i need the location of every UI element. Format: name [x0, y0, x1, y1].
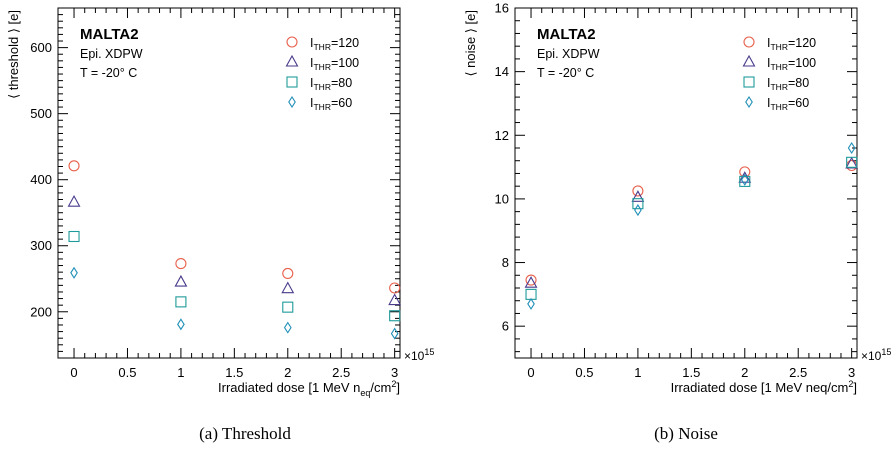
- data-point: [524, 276, 538, 288]
- data-point: [739, 175, 751, 187]
- x-exponent-label: ×1015: [861, 347, 891, 363]
- plot-title: MALTA2: [80, 26, 139, 43]
- data-point: [283, 321, 292, 334]
- y-tick-label: 600: [30, 40, 52, 55]
- x-axis-title: Irradiated dose [1 MeV neq/cm2]: [671, 379, 857, 395]
- y-axis-title: ⟨ noise ⟩ [e]: [463, 10, 478, 77]
- data-point: [175, 258, 187, 270]
- data-point: [846, 156, 858, 168]
- x-tick-label: 0: [70, 365, 77, 380]
- plot-annotation: Epi. XDPW: [80, 47, 143, 61]
- x-tick-label: 2: [284, 365, 291, 380]
- data-point: [632, 198, 644, 210]
- data-point: [282, 267, 294, 280]
- x-tick-label: 2: [741, 365, 748, 380]
- y-tick-label: 8: [502, 255, 509, 270]
- y-tick-label: 10: [495, 191, 509, 206]
- data-point: [527, 297, 535, 310]
- data-point: [847, 141, 856, 155]
- legend-marker: [745, 95, 753, 109]
- legend-marker: [743, 36, 755, 48]
- caption-threshold: (a) Threshold: [199, 424, 291, 443]
- data-point: [282, 301, 294, 313]
- legend-label: ITHR=60: [310, 96, 352, 112]
- data-point: [70, 266, 78, 279]
- data-point: [740, 173, 749, 186]
- data-point: [525, 274, 537, 286]
- data-point: [632, 185, 644, 197]
- data-point: [845, 156, 859, 169]
- plot-annotation: T = -20° C: [80, 66, 137, 80]
- legend-marker: [286, 36, 298, 48]
- x-tick-label: 1.5: [225, 365, 243, 380]
- data-point: [631, 190, 645, 202]
- caption-noise: (b) Noise: [654, 424, 718, 443]
- plot-frame: [514, 7, 858, 359]
- x-tick-label: 1.5: [682, 365, 700, 380]
- data-point: [67, 195, 81, 207]
- data-point: [846, 159, 858, 172]
- y-tick-label: 500: [30, 106, 52, 121]
- data-point: [389, 310, 401, 322]
- y-tick-label: 6: [502, 319, 509, 334]
- y-tick-label: 200: [30, 304, 52, 319]
- data-point: [175, 296, 187, 308]
- data-point: [525, 288, 537, 300]
- plot-annotation: T = -20° C: [537, 66, 594, 80]
- data-point: [390, 327, 399, 340]
- x-tick-label: 0.5: [118, 365, 136, 380]
- legend-label: ITHR=80: [767, 76, 809, 92]
- y-tick-label: 12: [495, 128, 509, 143]
- data-point: [177, 318, 185, 331]
- legend-label: ITHR=100: [767, 56, 816, 72]
- y-axis-title: ⟨ threshold ⟩ [e]: [6, 10, 21, 99]
- figure-canvas: 0 0.5 1 1.5 2 2.5 3200300400500600×1015Irradia…: [6, 1, 891, 399]
- x-tick-label: 2.5: [332, 365, 350, 380]
- data-point: [281, 281, 295, 294]
- x-tick-label: 2.5: [789, 365, 807, 380]
- data-point: [634, 204, 642, 217]
- legend-label: ITHR=60: [767, 96, 809, 112]
- plot-annotation: Epi. XDPW: [537, 47, 600, 61]
- y-tick-label: 300: [30, 238, 52, 253]
- data-point: [388, 293, 402, 306]
- threshold-plot: 0 0.5 1 1.5 2 2.5 3 200 300 400 500 600 ×1015Irradia…: [6, 7, 434, 398]
- x-tick-label: 1: [634, 365, 641, 380]
- legend-label: ITHR=120: [767, 36, 816, 52]
- legend-marker: [285, 54, 299, 67]
- data-point: [68, 160, 80, 172]
- data-point: [389, 282, 401, 294]
- y-tick-label: 400: [30, 172, 52, 187]
- legend-marker: [742, 54, 756, 67]
- x-tick-label: 1: [177, 365, 184, 380]
- x-exponent-label: ×1015: [404, 347, 434, 363]
- data-point: [68, 230, 80, 243]
- legend-marker: [286, 76, 298, 88]
- plot-title: MALTA2: [537, 26, 596, 43]
- legend-marker: [288, 95, 296, 109]
- data-point: [174, 274, 188, 287]
- y-tick-label: 16: [495, 1, 509, 16]
- plot-frame: [57, 7, 401, 359]
- legend-label: ITHR=80: [310, 76, 352, 92]
- y-tick-label: 14: [495, 64, 509, 79]
- legend-marker: [743, 76, 755, 88]
- x-tick-label: 0: [527, 365, 534, 380]
- legend-label: ITHR=100: [310, 56, 359, 72]
- x-tick-label: 3: [848, 365, 855, 380]
- data-point: [738, 171, 752, 183]
- x-axis-title: Irradiated dose [1 MeV neq/cm2]: [218, 379, 400, 398]
- x-tick-label: 3: [391, 365, 398, 380]
- x-tick-label: 0.5: [575, 365, 593, 380]
- legend-label: ITHR=120: [310, 36, 359, 52]
